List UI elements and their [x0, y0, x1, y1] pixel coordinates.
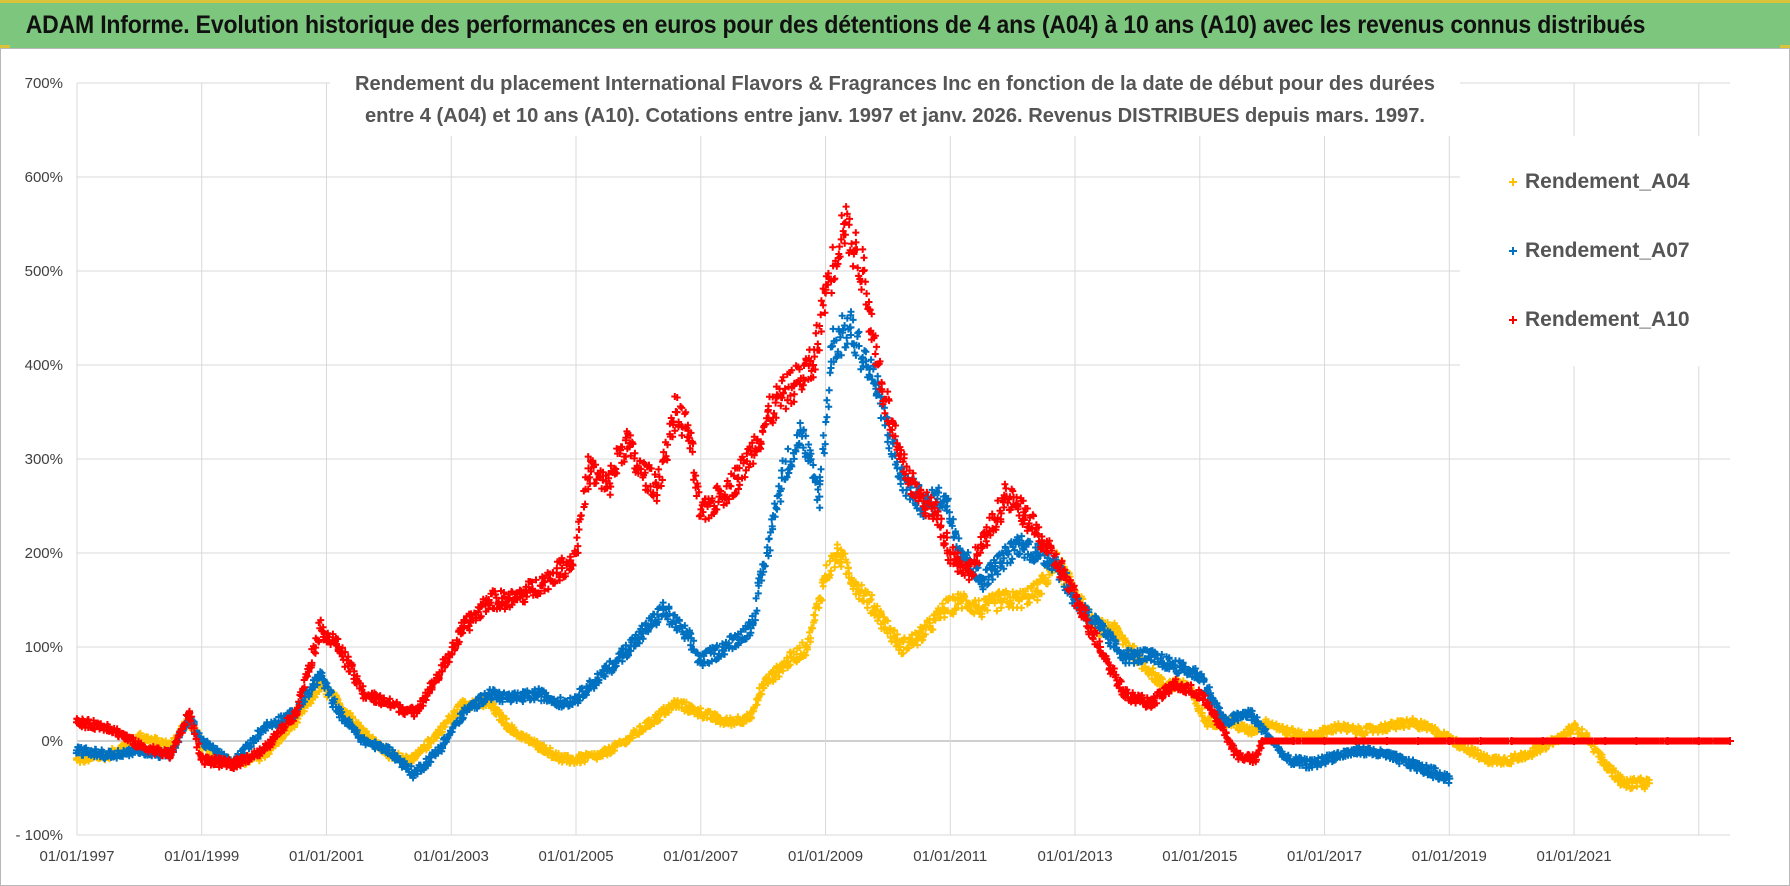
y-tick-label: 300% [25, 451, 63, 468]
chart-title-background [330, 60, 1460, 136]
series-Rendement_A10 [73, 203, 1734, 772]
banner-title: ADAM Informe. Evolution historique des p… [25, 11, 1646, 39]
legend-label-Rendement_A10: Rendement_A10 [1525, 308, 1690, 331]
y-tick-label: 0% [41, 733, 63, 750]
chart-title-line2: entre 4 (A04) et 10 ans (A10). Cotations… [365, 105, 1425, 127]
legend: Rendement_A04 Rendement_A07 Rendement_A10 [1460, 136, 1730, 366]
legend-marker-Rendement_A10 [1509, 316, 1517, 324]
legend-label-Rendement_A07: Rendement_A07 [1525, 239, 1690, 262]
x-tick-label: 01/01/2021 [1537, 848, 1612, 865]
legend-marker-Rendement_A07 [1509, 247, 1517, 255]
x-tick-label: 01/01/2005 [538, 848, 613, 865]
y-tick-label: - 100% [15, 827, 63, 844]
x-tick-label: 01/01/2003 [414, 848, 489, 865]
scatter-cloud-Rendement_A10 [73, 203, 1734, 772]
x-tick-label: 01/01/2001 [289, 848, 364, 865]
y-tick-label: 200% [25, 545, 63, 562]
legend-label-Rendement_A04: Rendement_A04 [1525, 170, 1690, 193]
y-tick-label: 500% [25, 263, 63, 280]
series-Rendement_A07 [72, 308, 1454, 787]
y-tick-label: 100% [25, 639, 63, 656]
y-tick-label: 600% [25, 169, 63, 186]
scatter-cloud-Rendement_A07 [72, 308, 1453, 787]
banner-corner-right [1780, 45, 1790, 48]
legend-marker-Rendement_A04 [1509, 178, 1517, 186]
chart-title-line1: Rendement du placement International Fla… [355, 73, 1435, 95]
x-tick-label: 01/01/1997 [39, 848, 114, 865]
banner-corner-left [0, 45, 10, 48]
x-tick-label: 01/01/2009 [788, 848, 863, 865]
y-tick-label: 700% [25, 75, 63, 92]
legend-background [1460, 136, 1730, 366]
y-tick-label: 400% [25, 357, 63, 374]
x-tick-label: 01/01/2019 [1412, 848, 1487, 865]
x-tick-label: 01/01/1999 [164, 848, 239, 865]
header-banner: ADAM Informe. Evolution historique des p… [0, 0, 1790, 48]
x-tick-label: 01/01/2017 [1287, 848, 1362, 865]
x-tick-label: 01/01/2015 [1162, 848, 1237, 865]
x-tick-label: 01/01/2013 [1037, 848, 1112, 865]
x-tick-label: 01/01/2007 [663, 848, 738, 865]
returns-chart: - 100% 0% 100% 200% 300% 400% 500% 600% 700% 01/0… [15, 60, 1734, 865]
x-tick-label: 01/01/2011 [913, 848, 987, 865]
